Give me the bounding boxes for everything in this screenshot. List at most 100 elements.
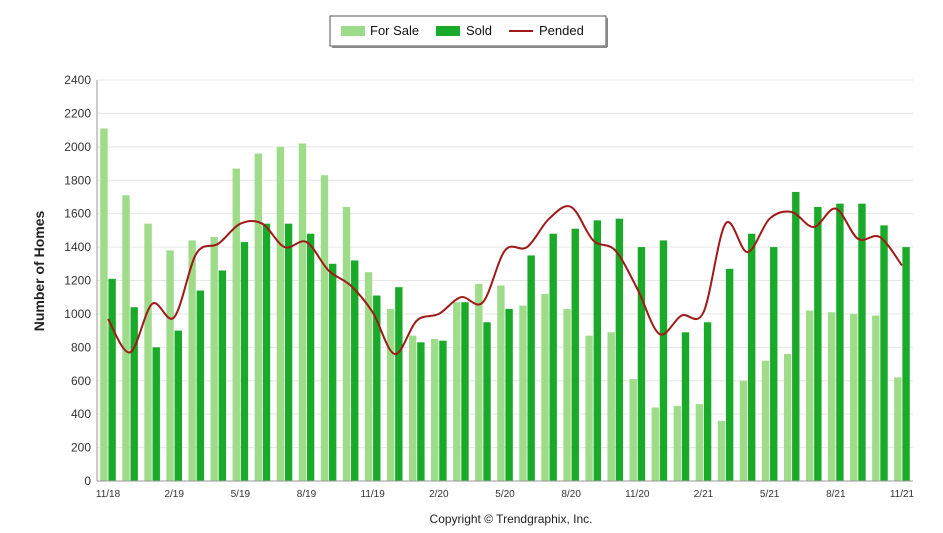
bar-for-sale [100,128,108,481]
bar-sold [505,308,513,481]
bar-for-sale [629,379,637,481]
bar-sold [902,247,910,481]
bar-sold [461,302,469,481]
legend: For Sale Sold Pended [329,15,608,48]
x-tick-label: 8/20 [561,489,581,500]
bar-for-sale [254,153,263,481]
bar-for-sale [431,338,439,481]
x-tick-label: 11/21 [890,489,915,500]
y-tick-label: 800 [71,340,91,354]
bar-sold [659,240,668,481]
y-tick-label: 2200 [64,106,91,120]
y-axis-ticks: 0 200 400 600 800 1000 1200 1400 1600 1800 2000 220… [64,73,91,488]
bar-for-sale [122,195,130,481]
bar-sold [725,268,734,481]
legend-label-for-sale: For Sale [370,23,419,38]
bar-for-sale [717,420,726,481]
bar-sold [130,307,138,481]
x-tick-label: 5/20 [495,489,515,500]
bar-sold [615,218,624,481]
bar-for-sale [673,405,682,481]
bar-sold [196,290,205,481]
line-series [107,205,903,356]
bar-sold [880,225,888,481]
bar-sold [306,233,315,481]
y-tick-label: 200 [71,441,91,455]
bar-for-sale [298,143,307,481]
y-tick-label: 2000 [64,140,91,154]
bar-for-sale [585,335,593,481]
bar-series [100,128,910,482]
y-tick-label: 1200 [64,274,91,288]
bar-for-sale [320,175,329,482]
bar-for-sale [408,335,417,481]
bar-for-sale [872,315,880,481]
x-tick-label: 8/21 [826,489,846,500]
x-tick-label: 11/20 [625,489,650,500]
legend-swatch-sold [436,26,460,36]
y-tick-label: 0 [84,474,91,488]
x-tick-label: 5/19 [231,489,251,500]
bar-for-sale [651,407,659,481]
bar-for-sale [828,312,836,481]
bar-sold [836,203,844,481]
bar-for-sale [563,308,571,481]
bar-sold [814,206,822,481]
bar-for-sale [894,377,902,481]
bar-for-sale [850,313,858,481]
bar-sold [262,223,271,482]
y-tick-label: 1400 [64,240,91,254]
bar-sold [152,347,160,481]
bar-for-sale [695,404,704,481]
bar-sold [240,242,249,481]
bar-for-sale [805,310,814,481]
bar-sold [637,247,646,481]
bar-sold [174,330,182,481]
x-tick-label: 2/21 [694,489,714,500]
y-tick-label: 600 [71,374,91,388]
bar-sold [483,322,491,481]
bar-for-sale [188,240,196,481]
y-tick-label: 2400 [64,73,91,87]
bar-for-sale [364,272,373,481]
bar-for-sale [232,168,240,481]
line-pended [107,205,903,356]
bar-sold [218,270,227,481]
bar-sold [527,255,535,481]
bar-for-sale [739,380,748,481]
bar-for-sale [453,302,461,481]
bar-for-sale [761,360,770,481]
bar-sold [328,263,337,481]
bar-sold [351,260,359,481]
bar-for-sale [144,223,152,482]
bar-sold [373,295,381,481]
bar-for-sale [210,237,218,481]
bar-for-sale [276,146,285,482]
bar-sold [770,247,778,481]
y-tick-label: 1600 [64,207,91,221]
y-tick-label: 400 [71,407,91,421]
copyright-text: Copyright © Trendgraphix, Inc. [430,512,593,526]
bar-sold [284,223,293,482]
bar-for-sale [541,293,549,481]
x-tick-label: 5/21 [760,489,780,500]
legend-label-pended: Pended [539,23,584,38]
bar-for-sale [607,332,615,481]
bar-sold [439,340,447,481]
bar-sold [571,228,579,481]
bar-sold [549,233,557,481]
y-axis-title: Number of Homes [31,211,47,332]
y-tick-label: 1000 [64,307,91,321]
x-tick-label: 8/19 [297,489,317,500]
bar-for-sale [783,354,792,481]
bar-for-sale [519,305,527,481]
y-tick-label: 1800 [64,173,91,187]
bar-for-sale [342,206,351,481]
bar-sold [792,191,800,481]
bar-sold [858,203,866,481]
bar-sold [108,278,116,481]
x-tick-label: 11/19 [361,489,386,500]
x-tick-label: 11/18 [96,489,121,500]
